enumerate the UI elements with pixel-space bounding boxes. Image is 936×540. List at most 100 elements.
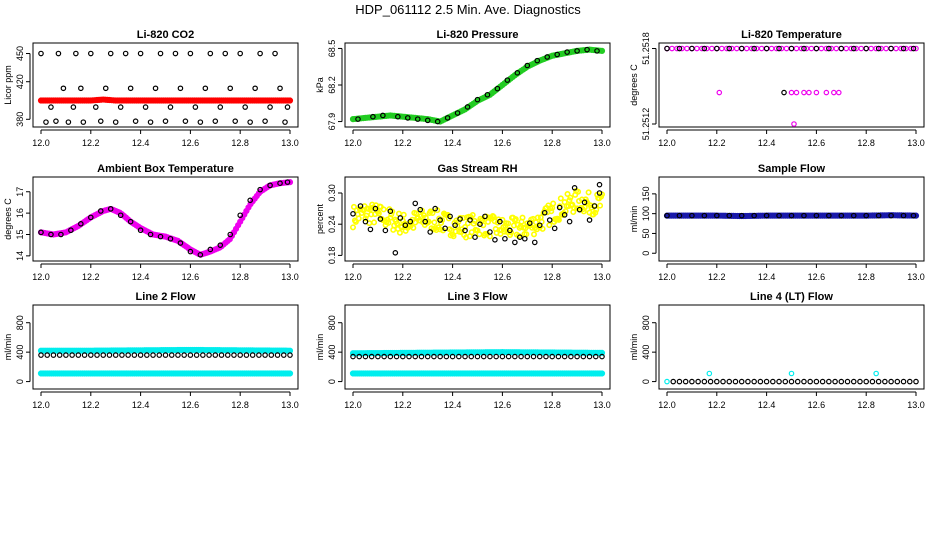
data-point [462, 227, 468, 234]
data-point [286, 370, 294, 377]
data-point [132, 118, 139, 124]
y-tick-label: 50 [641, 228, 651, 238]
data-point [564, 191, 571, 198]
x-tick-label: 12.2 [394, 400, 412, 410]
data-point [65, 119, 72, 125]
data-point [262, 118, 268, 124]
data-point [531, 231, 538, 238]
data-point [447, 213, 453, 220]
data-point [69, 352, 75, 358]
data-point [532, 219, 539, 226]
data-point [507, 227, 513, 234]
x-tick-label: 12.4 [132, 400, 150, 410]
data-point [392, 250, 399, 256]
data-point [518, 353, 524, 360]
plot-frame [658, 304, 925, 390]
data-point [555, 216, 562, 223]
data-point [277, 85, 283, 92]
data-point [888, 212, 894, 219]
data-point [823, 89, 830, 96]
data-point [480, 353, 487, 360]
data-point [539, 225, 546, 232]
data-series [38, 50, 291, 125]
data-point [585, 189, 592, 196]
data-point [119, 352, 125, 358]
data-point [280, 352, 287, 358]
data-point [524, 353, 531, 360]
data-point [380, 112, 386, 119]
data-point [177, 240, 184, 246]
data-point [543, 353, 549, 360]
data-point [247, 119, 253, 125]
x-tick-label: 12.4 [758, 400, 776, 410]
plot-frame [658, 42, 925, 128]
x-tick-label: 12.0 [344, 272, 362, 282]
data-point [224, 352, 231, 358]
data-point [875, 45, 882, 52]
data-point [137, 352, 144, 358]
data-point [574, 48, 580, 54]
data-point [781, 89, 787, 96]
data-point [227, 231, 234, 238]
data-point [541, 209, 548, 216]
data-point [78, 85, 84, 92]
y-tick-label: 0.24 [327, 215, 337, 233]
data-point [523, 231, 530, 238]
data-point [177, 85, 184, 92]
data-point [431, 353, 437, 360]
data-point [832, 378, 838, 385]
data-point [97, 208, 104, 214]
data-point [282, 119, 288, 125]
panel-title: Line 3 Flow [448, 291, 508, 303]
data-point [544, 54, 551, 60]
chart-panel: Line 2 Flow ml/min 12.0 12.2 12.4 12.6 12.8 13.… [3, 291, 299, 410]
x-tick-label: 12.6 [494, 272, 512, 282]
x-tick-label: 12.2 [394, 138, 412, 148]
x-tick-label: 12.2 [708, 400, 726, 410]
data-point [125, 352, 131, 358]
x-tick-label: 12.0 [344, 400, 362, 410]
data-point [813, 212, 820, 219]
data-point [456, 353, 462, 360]
data-point [372, 205, 379, 212]
y-tick-label: 68.2 [327, 76, 337, 94]
data-point [586, 353, 593, 360]
y-axis-label: kPa [315, 77, 325, 93]
data-point [439, 217, 446, 224]
x-tick-label: 13.0 [281, 138, 299, 148]
y-tick-label: 0 [15, 379, 25, 384]
y-tick-label: 420 [15, 74, 25, 89]
y-tick-label: 67.9 [327, 113, 337, 131]
data-point [555, 353, 562, 360]
data-point [424, 117, 431, 124]
plot-frame [32, 42, 299, 128]
data-point [152, 85, 159, 92]
data-point [776, 212, 782, 219]
data-point [474, 96, 481, 103]
data-point [494, 85, 501, 92]
data-point [380, 206, 387, 213]
data-point [172, 50, 179, 57]
data-point [387, 208, 394, 215]
y-tick-label: 380 [15, 112, 25, 127]
data-point [592, 353, 599, 360]
data-point [788, 378, 795, 385]
data-point [355, 215, 362, 222]
data-point [819, 378, 826, 385]
data-point [517, 234, 523, 241]
y-axis-label: ml/min [629, 334, 639, 361]
data-point [450, 233, 457, 240]
data-point [571, 204, 578, 211]
data-point [168, 352, 175, 358]
data-point [836, 89, 842, 96]
data-point [100, 352, 107, 358]
x-tick-label: 12.8 [857, 138, 875, 148]
data-point [431, 219, 438, 226]
data-point [284, 104, 291, 110]
data-point [257, 50, 263, 57]
data-point [287, 352, 293, 358]
data-point [462, 353, 468, 360]
x-tick-label: 12.6 [808, 400, 826, 410]
chart-panel: Li-820 CO2 Licor ppm 12.0 12.2 12.4 12.6 12.8 1… [3, 29, 299, 148]
data-point [791, 121, 797, 127]
